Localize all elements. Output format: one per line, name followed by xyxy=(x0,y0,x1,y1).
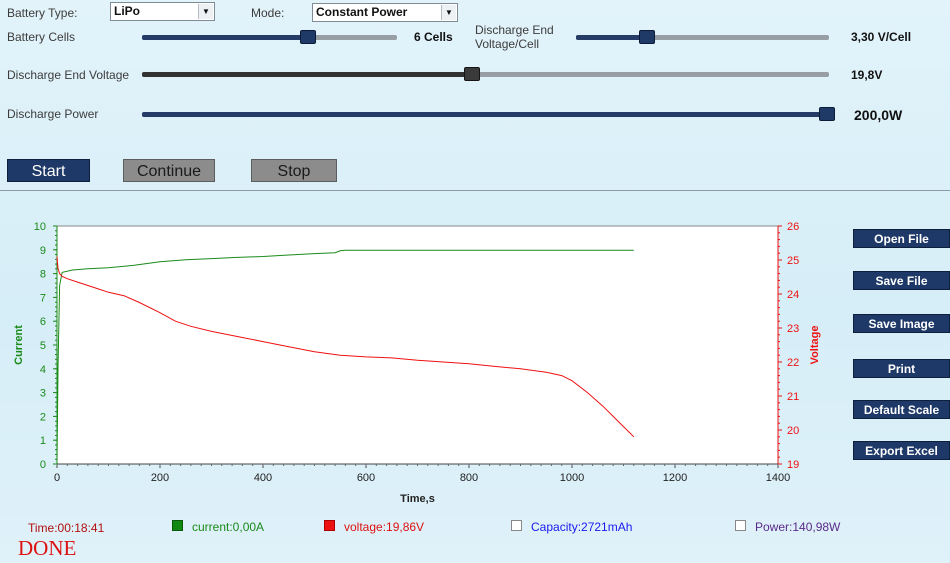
battery-type-select[interactable]: LiPo ▼ xyxy=(110,2,215,21)
battery-cells-slider[interactable] xyxy=(142,30,397,44)
y-left-tick-label: 5 xyxy=(40,340,46,352)
battery-type-label: Battery Type: xyxy=(7,6,78,20)
x-tick-label: 1000 xyxy=(560,472,584,484)
y-left-tick-label: 0 xyxy=(40,459,46,471)
y-left-tick-label: 8 xyxy=(40,269,46,281)
end-voltage-slider[interactable] xyxy=(142,67,829,81)
stop-button[interactable]: Stop xyxy=(251,159,337,182)
battery-cells-value: 6 Cells xyxy=(414,30,453,44)
end-voltage-cell-label-line1: Discharge End xyxy=(475,23,554,37)
x-tick-label: 1200 xyxy=(663,472,687,484)
y-left-tick-label: 10 xyxy=(34,221,46,233)
y-left-tick-label: 9 xyxy=(40,245,46,257)
power-readout: Power:140,98W xyxy=(755,520,841,534)
y-left-tick-label: 3 xyxy=(40,388,46,400)
y-right-tick-label: 20 xyxy=(787,425,799,437)
end-voltage-cell-value: 3,30 V/Cell xyxy=(851,30,912,44)
save-image-button[interactable]: Save Image xyxy=(853,314,950,333)
battery-type-value: LiPo xyxy=(114,4,140,18)
mode-value: Constant Power xyxy=(316,5,408,19)
power-checkbox[interactable] xyxy=(735,520,746,531)
capacity-readout: Capacity:2721mAh xyxy=(531,520,633,534)
print-button[interactable]: Print xyxy=(853,359,950,378)
battery-cells-slider-fill xyxy=(142,35,308,40)
x-tick-label: 0 xyxy=(54,472,60,484)
open-file-button[interactable]: Open File xyxy=(853,229,950,248)
battery-cells-label: Battery Cells xyxy=(7,30,76,44)
end-voltage-value: 19,8V xyxy=(851,68,883,82)
end-voltage-cell-label: Discharge End Voltage/Cell xyxy=(475,23,554,51)
end-voltage-cell-label-line2: Voltage/Cell xyxy=(475,37,540,51)
x-tick-label: 600 xyxy=(357,472,375,484)
x-tick-label: 1400 xyxy=(766,472,790,484)
continue-button[interactable]: Continue xyxy=(123,159,215,182)
y-left-tick-label: 7 xyxy=(40,292,46,304)
x-tick-label: 400 xyxy=(254,472,272,484)
chevron-down-icon[interactable]: ▼ xyxy=(198,4,213,19)
current-readout: current:0,00A xyxy=(192,520,265,534)
y-right-tick-label: 21 xyxy=(787,391,799,403)
x-tick-label: 200 xyxy=(151,472,169,484)
export-excel-button[interactable]: Export Excel xyxy=(853,441,950,460)
elapsed-time: Time:00:18:41 xyxy=(28,521,105,535)
end-voltage-cell-slider-fill xyxy=(576,35,647,40)
y-left-tick-label: 1 xyxy=(40,435,46,447)
discharge-power-slider-thumb[interactable] xyxy=(819,107,835,121)
discharge-power-slider-fill xyxy=(142,112,827,117)
y-right-tick-label: 26 xyxy=(787,221,799,233)
voltage-series-line xyxy=(56,256,635,438)
start-button[interactable]: Start xyxy=(7,159,90,182)
end-voltage-cell-slider[interactable] xyxy=(576,30,829,44)
y-right-tick-label: 22 xyxy=(787,357,799,369)
discharge-power-label: Discharge Power xyxy=(7,107,99,121)
current-series-line xyxy=(56,249,634,465)
discharge-power-value: 200,0W xyxy=(854,107,903,123)
y-left-tick-label: 4 xyxy=(40,364,46,376)
capacity-checkbox[interactable] xyxy=(511,520,522,531)
discharge-power-slider[interactable] xyxy=(142,107,835,121)
y-left-tick-label: 6 xyxy=(40,316,46,328)
chevron-down-icon[interactable]: ▼ xyxy=(441,5,456,20)
end-voltage-cell-slider-thumb[interactable] xyxy=(638,30,655,44)
y-right-tick-label: 23 xyxy=(787,323,799,335)
x-tick-label: 800 xyxy=(460,472,478,484)
save-file-button[interactable]: Save File xyxy=(853,271,950,290)
divider xyxy=(0,190,950,191)
end-voltage-slider-thumb[interactable] xyxy=(463,67,480,81)
voltage-readout: voltage:19,86V xyxy=(344,520,425,534)
discharge-chart: 0 200 400 600 800 1000 1200 1400012345678910192… xyxy=(13,221,821,505)
y-right-tick-label: 24 xyxy=(787,289,799,301)
y-right-tick-label: 25 xyxy=(787,255,799,267)
current-legend-swatch xyxy=(172,520,183,531)
mode-select[interactable]: Constant Power ▼ xyxy=(312,3,458,22)
voltage-legend-swatch xyxy=(324,520,335,531)
end-voltage-label: Discharge End Voltage xyxy=(7,68,130,82)
y-right-tick-label: 19 xyxy=(787,459,799,471)
status-done: DONE xyxy=(18,536,77,560)
x-axis-label: Time,s xyxy=(400,493,435,505)
y-left-tick-label: 2 xyxy=(40,411,46,423)
y-right-axis-label: Voltage xyxy=(809,326,821,365)
mode-label: Mode: xyxy=(251,6,285,20)
default-scale-button[interactable]: Default Scale xyxy=(853,400,950,419)
end-voltage-slider-fill xyxy=(142,72,472,77)
battery-cells-slider-thumb[interactable] xyxy=(299,30,316,44)
y-left-axis-label: Current xyxy=(13,325,25,365)
plot-area xyxy=(56,225,779,465)
